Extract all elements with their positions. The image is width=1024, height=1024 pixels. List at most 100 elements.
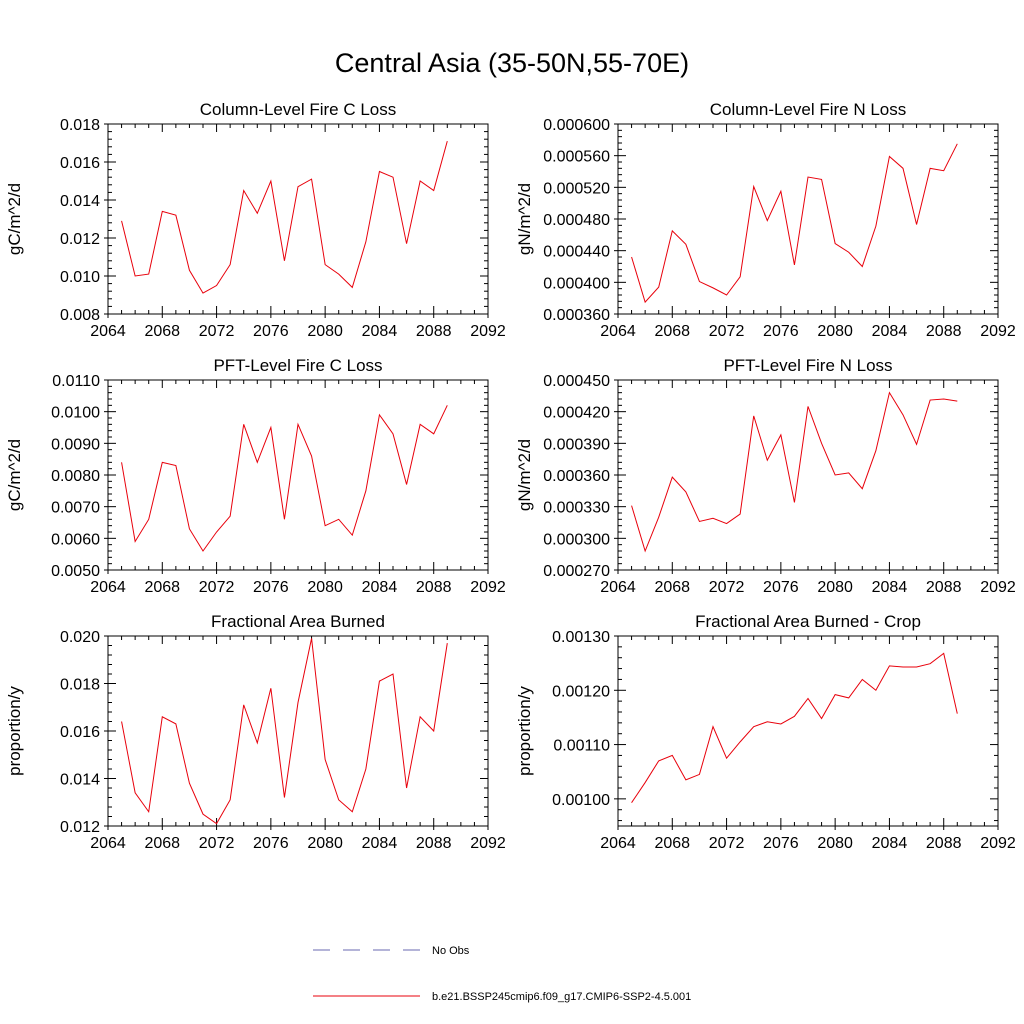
x-tick-label: 2092	[980, 579, 1016, 596]
x-tick-label: 2084	[872, 835, 908, 852]
x-tick-label: 2084	[362, 579, 398, 596]
legend-label: b.e21.BSSP245cmip6.f09_g17.CMIP6-SSP2-4.…	[432, 991, 691, 1003]
x-tick-label: 2088	[926, 323, 962, 340]
y-tick-label: 0.00130	[552, 629, 610, 646]
x-tick-label: 2084	[362, 323, 398, 340]
y-axis-label: gN/m^2/d	[515, 183, 534, 255]
x-tick-label: 2068	[654, 323, 690, 340]
y-tick-label: 0.000520	[543, 180, 610, 197]
y-tick-label: 0.016	[60, 155, 100, 172]
x-tick-label: 2076	[763, 579, 799, 596]
x-tick-label: 2092	[470, 579, 506, 596]
legend: No Obs b.e21.BSSP245cmip6.f09_g17.CMIP6-S…	[313, 945, 691, 1003]
series-line	[121, 140, 448, 294]
y-tick-label: 0.00110	[553, 738, 610, 755]
x-tick-label: 2080	[307, 323, 343, 340]
x-tick-label: 2088	[416, 579, 452, 596]
plot-frame	[617, 635, 999, 827]
y-tick-label: 0.012	[60, 819, 100, 836]
chart-panel: Fractional Area Burned 2064 2068 2072 2076 20…	[5, 612, 506, 852]
x-tick-label: 2064	[90, 835, 126, 852]
y-tick-label: 0.000440	[543, 244, 610, 261]
x-tick-label: 2080	[817, 835, 853, 852]
x-tick-label: 2076	[253, 835, 289, 852]
y-axis-label: gC/m^2/d	[5, 183, 24, 255]
y-tick-label: 0.0110	[52, 373, 100, 390]
x-tick-label: 2076	[763, 835, 799, 852]
x-tick-label: 2064	[90, 579, 126, 596]
x-tick-label: 2088	[416, 835, 452, 852]
y-tick-label: 0.000480	[543, 212, 610, 229]
y-tick-label: 0.00120	[552, 683, 610, 700]
x-tick-label: 2064	[90, 323, 126, 340]
chart-title: PFT-Level Fire C Loss	[213, 356, 382, 375]
x-tick-label: 2084	[872, 579, 908, 596]
y-tick-label: 0.018	[60, 117, 100, 134]
x-tick-label: 2092	[980, 323, 1016, 340]
x-tick-label: 2068	[144, 579, 180, 596]
x-tick-label: 2076	[253, 323, 289, 340]
chart-panel: Column-Level Fire C Loss 2064 2068 2072 2076…	[5, 100, 506, 340]
y-tick-label: 0.0080	[51, 468, 100, 485]
page-title: Central Asia (35-50N,55-70E)	[334, 48, 690, 78]
x-tick-label: 2080	[307, 835, 343, 852]
chart-title: Column-Level Fire C Loss	[200, 100, 397, 119]
chart-panel: PFT-Level Fire N Loss 2064 2068 2072 2076 208…	[515, 356, 1016, 596]
x-tick-label: 2080	[817, 579, 853, 596]
chart-title: Fractional Area Burned	[211, 612, 385, 631]
y-tick-label: 0.000600	[543, 117, 610, 134]
x-tick-label: 2064	[600, 835, 636, 852]
series-line	[631, 143, 958, 304]
y-tick-label: 0.000450	[543, 373, 610, 390]
y-axis-label: proportion/y	[5, 686, 24, 776]
plot-frame	[107, 635, 489, 827]
series-line	[121, 638, 448, 825]
x-tick-label: 2080	[817, 323, 853, 340]
y-tick-label: 0.0060	[51, 531, 100, 548]
plot-frame	[617, 123, 999, 315]
y-axis-label: gN/m^2/d	[515, 439, 534, 511]
y-tick-label: 0.016	[60, 724, 100, 741]
x-tick-label: 2072	[709, 323, 745, 340]
y-tick-label: 0.000360	[543, 307, 610, 324]
y-tick-label: 0.000330	[543, 500, 610, 517]
y-tick-label: 0.00100	[552, 792, 610, 809]
x-tick-label: 2072	[199, 579, 235, 596]
chart-title: PFT-Level Fire N Loss	[723, 356, 892, 375]
y-tick-label: 0.014	[60, 772, 100, 789]
y-tick-label: 0.020	[60, 629, 100, 646]
chart-title: Column-Level Fire N Loss	[710, 100, 907, 119]
y-axis-label: gC/m^2/d	[5, 439, 24, 511]
x-tick-label: 2076	[763, 323, 799, 340]
chart-panel: Fractional Area Burned - Crop 2064 2068 207…	[515, 612, 1016, 852]
x-tick-label: 2072	[709, 579, 745, 596]
legend-label: No Obs	[432, 945, 470, 957]
y-tick-label: 0.008	[60, 307, 100, 324]
y-tick-label: 0.0070	[51, 500, 100, 517]
x-tick-label: 2072	[199, 323, 235, 340]
x-tick-label: 2068	[144, 835, 180, 852]
plot-frame	[107, 123, 489, 315]
x-tick-label: 2088	[926, 835, 962, 852]
x-tick-label: 2080	[307, 579, 343, 596]
x-tick-label: 2076	[253, 579, 289, 596]
y-tick-label: 0.014	[60, 193, 100, 210]
y-tick-label: 0.0090	[51, 436, 100, 453]
x-tick-label: 2068	[654, 835, 690, 852]
y-tick-label: 0.010	[60, 269, 100, 286]
y-tick-label: 0.000300	[543, 531, 610, 548]
y-tick-label: 0.000560	[543, 149, 610, 166]
x-tick-label: 2068	[144, 323, 180, 340]
chart-panel: Column-Level Fire N Loss 2064 2068 2072 2076…	[515, 100, 1016, 340]
x-tick-label: 2084	[872, 323, 908, 340]
series-line	[121, 405, 448, 552]
y-tick-label: 0.000270	[543, 563, 610, 580]
series-line	[631, 652, 958, 803]
series-line	[631, 391, 958, 553]
x-tick-label: 2092	[470, 323, 506, 340]
x-tick-label: 2088	[416, 323, 452, 340]
y-axis-label: proportion/y	[515, 686, 534, 776]
y-tick-label: 0.0050	[51, 563, 100, 580]
x-tick-label: 2092	[470, 835, 506, 852]
